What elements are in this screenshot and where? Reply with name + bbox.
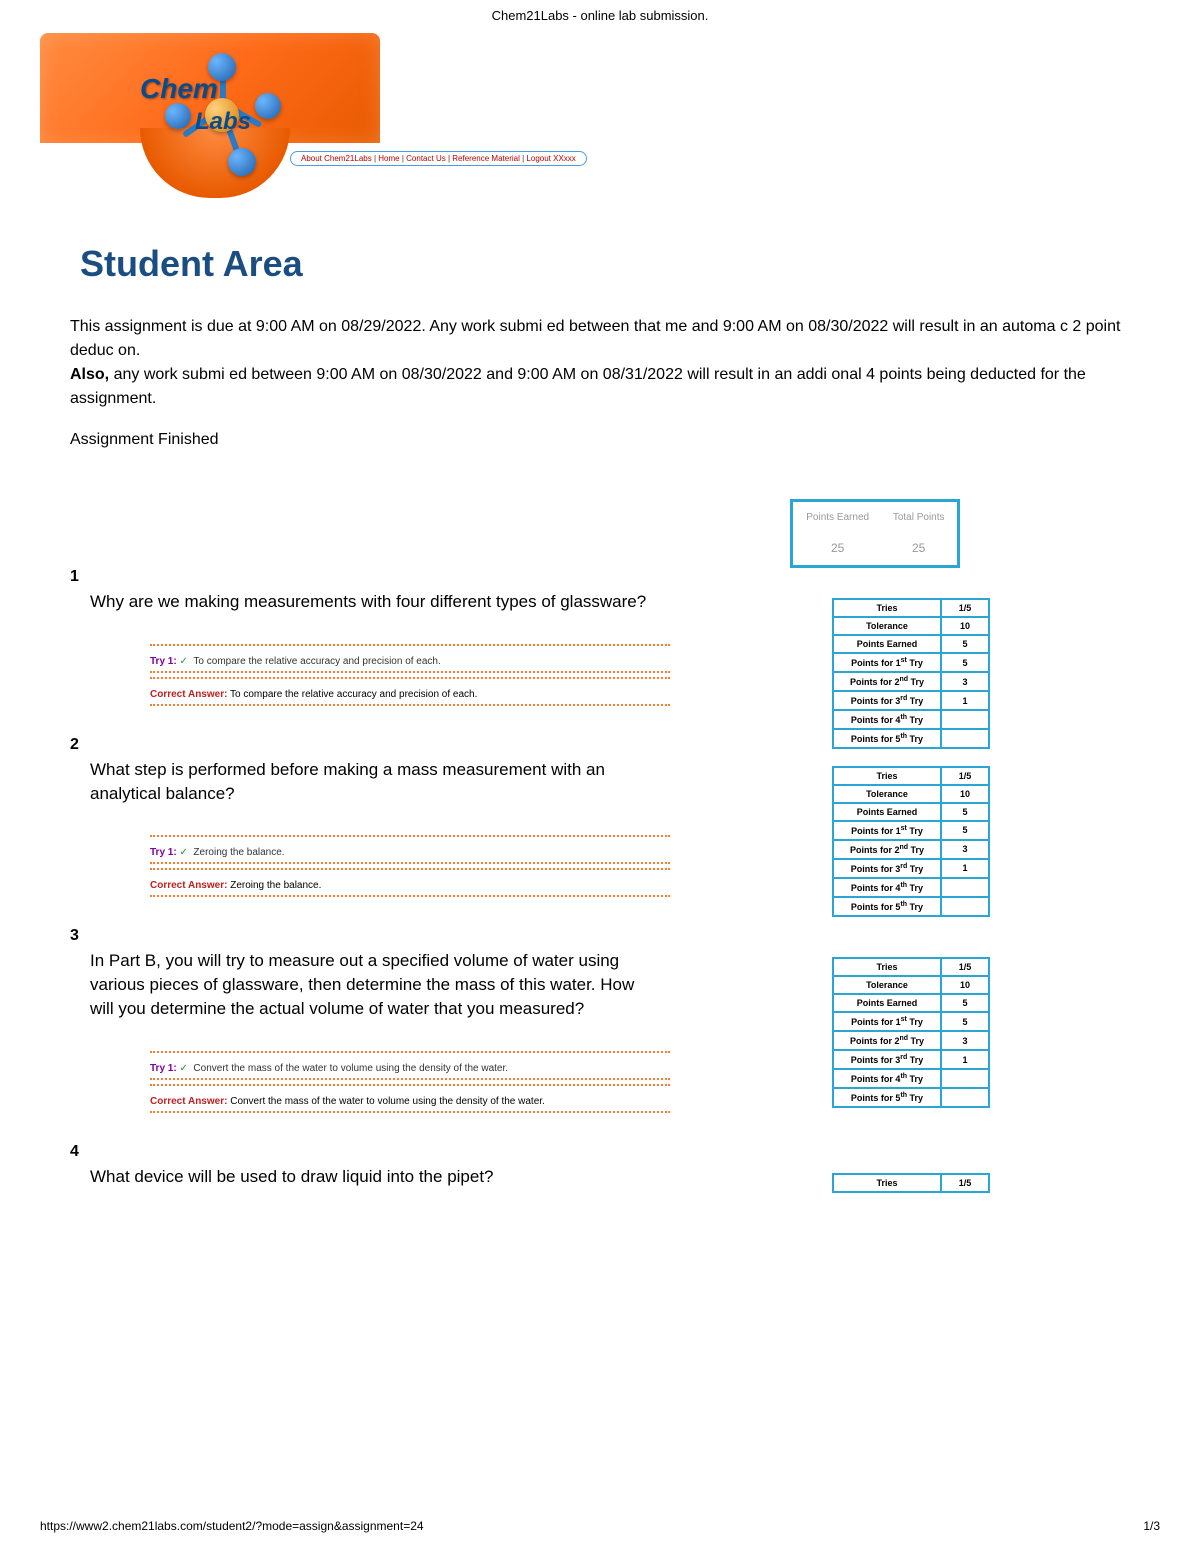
nav-logout[interactable]: Logout XXxxx — [526, 154, 575, 163]
nav-reference[interactable]: Reference Material — [452, 154, 520, 163]
logo-text-labs: Labs — [195, 108, 251, 136]
question-number: 1 — [70, 568, 1130, 586]
nav-links: About Chem21Labs | Home | Contact Us | R… — [290, 151, 587, 166]
score-table: Tries1/5Tolerance10Points Earned5Points … — [832, 766, 990, 917]
question-text: What device will be used to draw liquid … — [90, 1165, 650, 1189]
question-2: 2 What step is performed before making a … — [70, 736, 1130, 898]
correct-answer: Correct Answer: To compare the relative … — [150, 689, 670, 700]
logo-area: Chem Labs About Chem21Labs | Home | Cont… — [40, 33, 520, 193]
question-number: 3 — [70, 927, 1130, 945]
earned-label: Points Earned — [795, 504, 880, 531]
correct-answer: Correct Answer: Convert the mass of the … — [150, 1096, 670, 1107]
question-text: What step is performed before making a m… — [90, 758, 650, 806]
try-line: Try 1: ✓ Convert the mass of the water t… — [150, 1063, 670, 1074]
total-label: Total Points — [882, 504, 955, 531]
question-1: 1 Why are we making measurements with fou… — [70, 568, 1130, 706]
also-text: any work submi ed between 9:00 AM on 08/… — [70, 366, 1086, 407]
footer-url: https://www2.chem21labs.com/student2/?mo… — [40, 1519, 424, 1533]
score-table: Tries1/5Tolerance10Points Earned5Points … — [832, 957, 990, 1108]
total-value: 25 — [882, 533, 955, 563]
footer-page: 1/3 — [1143, 1519, 1160, 1533]
question-text: In Part B, you will try to measure out a… — [90, 949, 650, 1020]
try-line: Try 1: ✓ To compare the relative accurac… — [150, 656, 670, 667]
question-number: 4 — [70, 1143, 1130, 1161]
question-number: 2 — [70, 736, 1130, 754]
correct-answer: Correct Answer: Zeroing the balance. — [150, 880, 670, 891]
score-table: Tries1/5Tolerance10Points Earned5Points … — [832, 598, 990, 749]
page-title: Student Area — [80, 243, 1130, 285]
question-4: 4 What device will be used to draw liquid… — [70, 1143, 1130, 1189]
question-3: 3 In Part B, you will try to measure out … — [70, 927, 1130, 1112]
try-line: Try 1: ✓ Zeroing the balance. — [150, 847, 670, 858]
footer: https://www2.chem21labs.com/student2/?mo… — [40, 1519, 1160, 1533]
nav-contact[interactable]: Contact Us — [406, 154, 446, 163]
assignment-status: Assignment Finished — [70, 431, 1130, 449]
score-table: Tries1/5 — [832, 1173, 990, 1193]
question-text: Why are we making measurements with four… — [90, 590, 650, 614]
earned-value: 25 — [795, 533, 880, 563]
due-text: This assignment is due at 9:00 AM on 08/… — [70, 315, 1130, 411]
nav-home[interactable]: Home — [378, 154, 399, 163]
points-summary-table: Points Earned Total Points 25 25 — [790, 499, 960, 568]
nav-about[interactable]: About Chem21Labs — [301, 154, 372, 163]
page-header: Chem21Labs - online lab submission. — [0, 0, 1200, 33]
logo-text-chem: Chem — [140, 73, 218, 105]
